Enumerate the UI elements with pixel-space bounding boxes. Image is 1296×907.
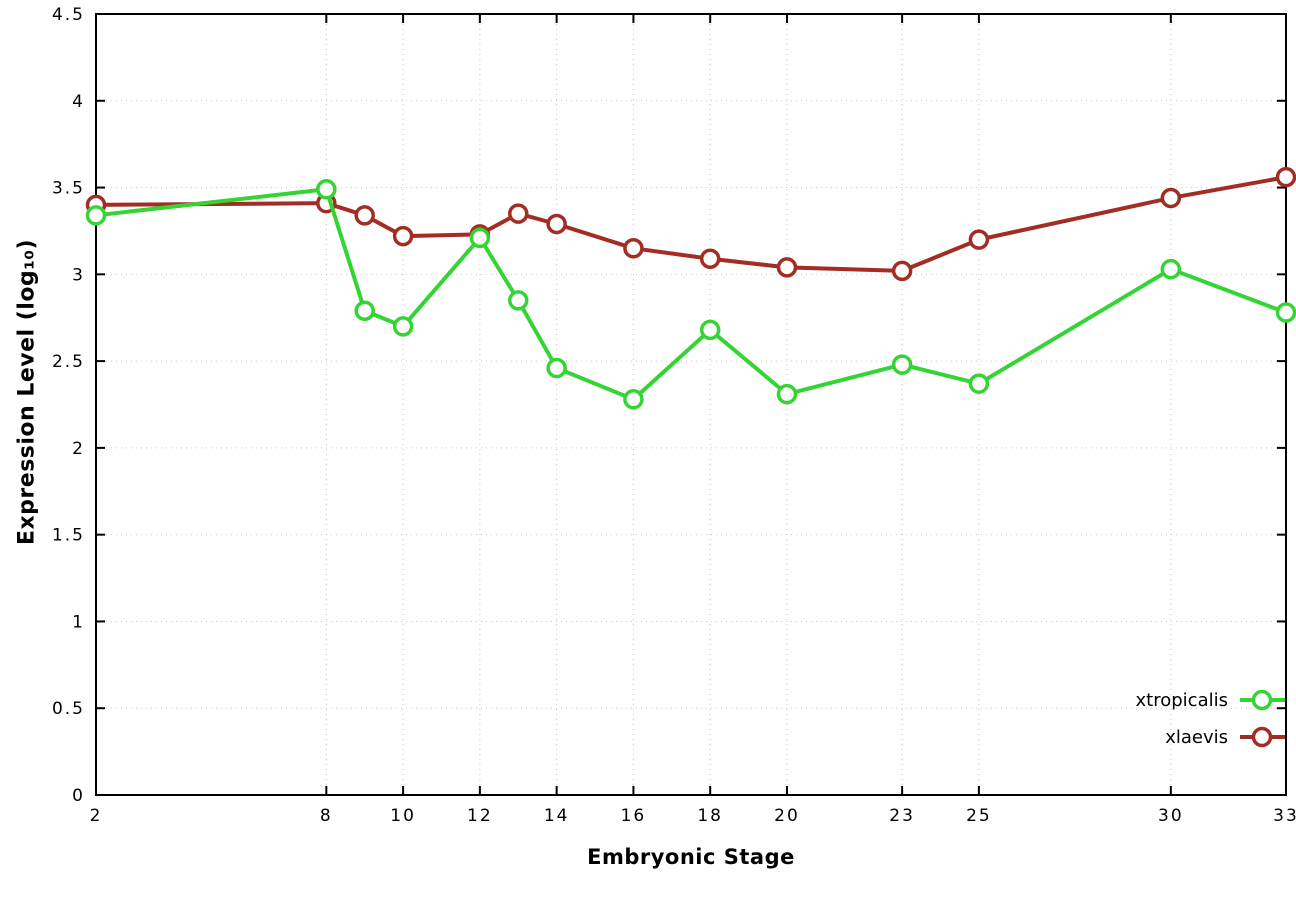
series-xlaevis xyxy=(85,166,1296,282)
axis-ticks xyxy=(95,13,1287,796)
data-point xyxy=(392,225,414,247)
x-tick-labels: 2 8 10 12 14 16 18 20 23 25 30 33 xyxy=(90,806,1296,826)
data-point xyxy=(508,290,529,311)
legend-sample-marker xyxy=(1251,689,1273,711)
svg-text:3: 3 xyxy=(72,265,85,285)
svg-text:1: 1 xyxy=(72,612,85,632)
svg-text:18: 18 xyxy=(697,806,723,826)
data-point xyxy=(508,203,529,224)
data-point xyxy=(546,213,567,235)
data-point xyxy=(891,260,913,282)
legend-label-xtropicalis: xtropicalis xyxy=(1136,690,1228,711)
data-point xyxy=(316,179,337,200)
svg-text:0.5: 0.5 xyxy=(52,699,85,719)
svg-text:16: 16 xyxy=(621,806,647,826)
svg-text:8: 8 xyxy=(320,806,333,826)
data-point xyxy=(392,316,414,337)
data-point xyxy=(968,373,990,394)
svg-text:12: 12 xyxy=(467,806,493,826)
data-point xyxy=(546,357,567,379)
data-point xyxy=(469,227,491,249)
svg-text:30: 30 xyxy=(1158,806,1184,826)
svg-text:3.5: 3.5 xyxy=(52,179,85,199)
data-point xyxy=(968,229,990,250)
svg-text:10: 10 xyxy=(390,806,416,826)
data-point xyxy=(891,354,913,375)
data-point xyxy=(699,319,721,341)
svg-text:33: 33 xyxy=(1273,806,1296,826)
data-point xyxy=(623,238,644,259)
data-point xyxy=(699,248,721,269)
series-xtropicalis xyxy=(85,179,1296,410)
data-point xyxy=(776,383,798,405)
data-point xyxy=(623,389,644,410)
data-point xyxy=(1275,302,1296,323)
y-tick-labels: 0 0.5 1 1.5 2 2.5 3 3.5 4 4.5 xyxy=(52,5,85,806)
svg-text:1.5: 1.5 xyxy=(52,526,85,546)
svg-text:2: 2 xyxy=(72,439,85,459)
svg-text:4.5: 4.5 xyxy=(52,5,85,25)
svg-text:20: 20 xyxy=(774,806,800,826)
series-line xyxy=(94,175,1288,273)
series-line xyxy=(94,187,1288,402)
data-point xyxy=(354,205,375,226)
x-axis-label: Embryonic Stage xyxy=(587,845,795,869)
data-point xyxy=(776,257,798,278)
data-point xyxy=(85,205,107,226)
y-axis-label: Expression Level (log₁₀) xyxy=(14,238,40,546)
legend: xtropicalis xlaevis xyxy=(1136,689,1285,748)
svg-text:23: 23 xyxy=(889,806,915,826)
svg-text:4: 4 xyxy=(72,92,85,112)
svg-text:2: 2 xyxy=(90,806,103,826)
svg-text:0: 0 xyxy=(72,786,85,806)
svg-text:2.5: 2.5 xyxy=(52,352,85,372)
svg-text:14: 14 xyxy=(544,806,570,826)
data-point xyxy=(1275,166,1296,188)
data-point xyxy=(354,300,375,322)
legend-label-xlaevis: xlaevis xyxy=(1165,727,1228,748)
data-point xyxy=(1160,187,1182,209)
data-point xyxy=(1160,258,1182,280)
legend-sample-marker xyxy=(1251,726,1273,748)
plot-border xyxy=(95,13,1287,796)
gridlines xyxy=(95,13,1287,796)
svg-text:25: 25 xyxy=(966,806,992,826)
